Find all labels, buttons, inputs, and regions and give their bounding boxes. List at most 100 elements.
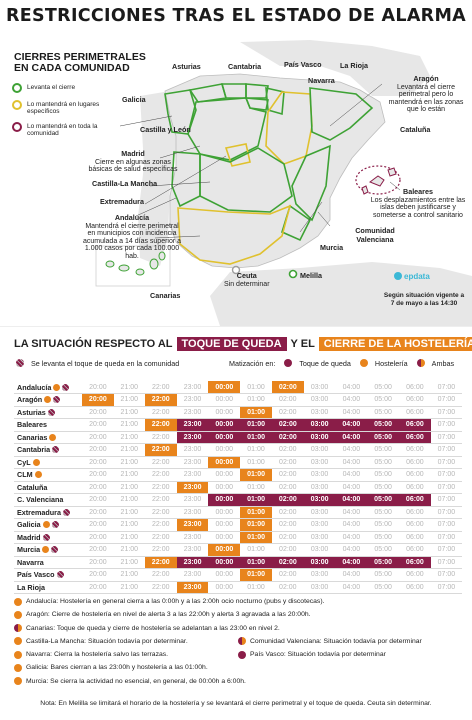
- hour-cell: 04:00: [335, 393, 368, 407]
- baleares-islands: [355, 165, 401, 195]
- hour-cell: 01:00: [240, 431, 272, 444]
- label-murcia: Murcia: [320, 243, 344, 252]
- region-name: Murcia: [17, 545, 41, 555]
- clm-outline: [199, 147, 293, 213]
- madrid-note: Cierre en algunas zonas básicas de salud…: [88, 158, 178, 174]
- legend-item-toda: Lo mantendrá en toda la comunidad: [12, 122, 122, 137]
- hour-cell: 06:00: [399, 381, 431, 394]
- notes-row: Castilla-La Mancha: Situación todavía po…: [14, 637, 462, 651]
- hour-cell: 01:00: [240, 493, 272, 507]
- region-name-cell: Extremadura: [14, 506, 82, 519]
- hour-cell: 21:00: [113, 543, 145, 557]
- andalucia-outline: [177, 204, 292, 265]
- hour-cell: 20:00: [82, 518, 114, 532]
- striped-dot-icon: [16, 359, 24, 368]
- region-name-cell: La Rioja: [14, 581, 82, 594]
- ceuta-note: Sin determinar: [224, 280, 270, 288]
- hour-cell: 07:00: [430, 406, 462, 419]
- portugal-land: [138, 91, 178, 266]
- hour-cell: 23:00: [176, 518, 209, 532]
- hour-cell: 20:00: [82, 443, 114, 457]
- table-row: Navarra 20:00 21:00 22:00 23:00 00:00 01:00 02:…: [14, 556, 462, 569]
- hour-cell: 06:00: [399, 568, 431, 582]
- hour-cell: 06:00: [399, 481, 431, 494]
- ambas-dot-icon: [238, 637, 246, 646]
- hour-cell: 05:00: [367, 556, 399, 569]
- hour-cell: 22:00: [144, 506, 177, 519]
- hour-cell: 02:00: [271, 543, 304, 557]
- hour-cell: 21:00: [113, 481, 145, 494]
- striped-dot-icon: [62, 508, 70, 516]
- hour-cell: 01:00: [240, 506, 272, 519]
- label-clm: Castilla-La Mancha: [92, 179, 158, 188]
- hour-cell: 02:00: [271, 506, 304, 519]
- hour-cell: 00:00: [208, 418, 241, 432]
- hour-cell: 22:00: [144, 556, 177, 569]
- label-pais-vasco: País Vasco: [284, 60, 322, 69]
- paisvasco-outline: [245, 83, 269, 99]
- hour-cell: 00:00: [208, 518, 241, 532]
- legend-label: Lo mantendrá en toda la comunidad: [27, 123, 98, 137]
- hour-cell: 02:00: [271, 531, 304, 544]
- hour-cell: 05:00: [367, 456, 399, 469]
- hour-cell: 21:00: [113, 381, 145, 394]
- hour-cell: 23:00: [176, 418, 209, 432]
- hour-cell: 23:00: [176, 393, 209, 407]
- hour-cell: 23:00: [176, 493, 209, 507]
- ceuta-marker: [231, 265, 241, 275]
- note-andalucia: Andalucía: Hostelería en general cierra …: [14, 597, 462, 606]
- hour-cell: 00:00: [208, 531, 241, 544]
- region-name-cell: CLM: [14, 468, 82, 482]
- region-name: CLM: [17, 470, 33, 480]
- region-name: Cantabria: [17, 445, 51, 455]
- hour-cell: 03:00: [303, 381, 336, 394]
- table-row: Cataluña 20:00 21:00 22:00 23:00 00:00 01:00 02…: [14, 481, 462, 494]
- label-navarra: Navarra: [308, 76, 335, 85]
- hour-cell: 04:00: [335, 506, 368, 519]
- table-row: Extremadura 20:00 21:00 22:00 23:00 00:00 01:0…: [14, 506, 462, 519]
- striped-dot-icon: [52, 446, 60, 454]
- note-navarra: Navarra: Cierra la hostelería salvo las …: [14, 650, 238, 659]
- hour-cell: 05:00: [367, 431, 399, 444]
- cv-outline: [291, 144, 331, 222]
- hour-cell: 20:00: [82, 556, 114, 569]
- hour-cell: 04:00: [335, 518, 368, 532]
- hosteleria-dot-icon: [14, 677, 22, 686]
- hour-cell: 00:00: [208, 556, 241, 569]
- region-name-cell: Galicia: [14, 518, 82, 532]
- hour-cell: 01:00: [240, 381, 272, 394]
- hour-cell: 21:00: [113, 568, 145, 582]
- region-name: La Rioja: [17, 582, 45, 592]
- region-name: C. Valenciana: [17, 495, 64, 505]
- hour-cell: 23:00: [176, 568, 209, 582]
- hosteleria-dot-icon: [14, 637, 22, 646]
- hour-cell: 23:00: [176, 431, 209, 444]
- hour-cell: 23:00: [176, 406, 209, 419]
- hour-cell: 20:00: [82, 581, 114, 594]
- hour-cell: 20:00: [82, 456, 114, 469]
- table-row: Cantabria 20:00 21:00 22:00 23:00 00:00 01:00 0…: [14, 443, 462, 457]
- hour-cell: 23:00: [176, 456, 209, 469]
- hour-cell: 04:00: [335, 406, 368, 419]
- hour-cell: 21:00: [113, 456, 145, 469]
- hosteleria-dot-icon: [14, 597, 22, 606]
- hour-cell: 02:00: [271, 481, 304, 494]
- hour-cell: 22:00: [144, 481, 177, 494]
- hour-cell: 20:00: [82, 493, 114, 507]
- label-castilla-leon: Castilla y León: [140, 125, 191, 134]
- hour-cell: 21:00: [113, 581, 145, 594]
- region-name-cell: Navarra: [14, 556, 82, 569]
- hour-cell: 22:00: [144, 543, 177, 557]
- hour-cell: 01:00: [240, 406, 272, 419]
- hour-cell: 01:00: [240, 518, 272, 532]
- label-ceuta: Ceuta Sin determinar: [224, 271, 270, 288]
- hour-cell: 00:00: [208, 381, 241, 394]
- hour-cell: 06:00: [399, 506, 431, 519]
- legend-label: Lo mantendrá en lugares específicos: [27, 101, 100, 115]
- table-row: CyL 20:00 21:00 22:00 23:00 00:00 01:00 02:00 03…: [14, 456, 462, 469]
- hour-cell: 03:00: [303, 493, 336, 507]
- hour-cell: 04:00: [335, 418, 368, 432]
- hour-cell: 22:00: [144, 431, 177, 444]
- hour-cell: 20:00: [82, 506, 114, 519]
- hour-cell: 06:00: [399, 581, 431, 594]
